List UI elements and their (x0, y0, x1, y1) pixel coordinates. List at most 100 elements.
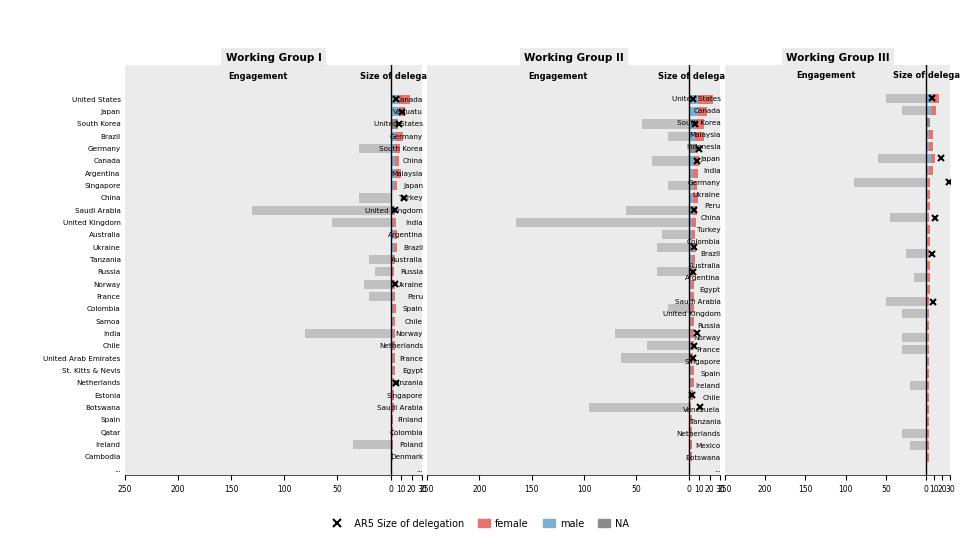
Bar (910, 381, 926, 390)
Bar (688, 132, 695, 141)
Bar (927, 238, 930, 246)
Legend:   AR5 Size of delegation, female, male, NA: AR5 Size of delegation, female, male, NA (327, 515, 633, 532)
Bar (692, 218, 696, 227)
Bar (393, 366, 395, 375)
Bar (332, 218, 391, 227)
Bar (690, 292, 694, 301)
Bar (392, 440, 393, 449)
Bar (906, 249, 926, 258)
Bar (692, 230, 695, 240)
Bar (689, 440, 692, 449)
Bar (688, 168, 693, 178)
Bar (886, 297, 926, 306)
Bar (690, 329, 694, 338)
Bar (926, 118, 930, 127)
Bar (902, 106, 926, 115)
Bar (927, 369, 928, 378)
Bar (393, 354, 395, 363)
Bar (902, 309, 926, 318)
Bar (688, 119, 695, 129)
Bar (393, 304, 396, 313)
Bar (391, 428, 392, 437)
Bar (391, 156, 395, 166)
Bar (690, 280, 694, 289)
Bar (689, 403, 691, 412)
Bar (688, 230, 692, 240)
Bar (392, 428, 393, 437)
Bar (927, 285, 930, 294)
Bar (927, 201, 930, 211)
Bar (615, 329, 688, 338)
Bar (688, 304, 690, 313)
Bar (688, 255, 692, 264)
Bar (252, 206, 391, 215)
Bar (690, 390, 693, 400)
Bar (392, 415, 393, 424)
Bar (668, 304, 688, 313)
Bar (393, 292, 395, 301)
Bar (926, 178, 927, 186)
Bar (890, 213, 926, 222)
Bar (391, 168, 395, 178)
Title: Working Group II: Working Group II (524, 52, 623, 63)
Bar (688, 144, 692, 153)
Bar (690, 267, 694, 276)
Bar (926, 309, 927, 318)
Bar (688, 403, 689, 412)
Bar (927, 190, 930, 199)
Bar (688, 452, 689, 461)
Text: Size of delegation: Size of delegation (659, 72, 744, 81)
Bar (690, 378, 694, 387)
Text: Size of delegation: Size of delegation (893, 71, 960, 80)
Bar (658, 242, 688, 252)
Bar (926, 225, 927, 234)
Bar (926, 141, 929, 151)
Bar (688, 366, 690, 375)
Bar (391, 354, 393, 363)
Bar (929, 141, 933, 151)
Bar (394, 242, 396, 252)
Bar (391, 304, 393, 313)
Bar (395, 168, 401, 178)
Bar (926, 345, 927, 354)
Bar (688, 390, 690, 400)
Bar (516, 218, 688, 227)
Bar (393, 341, 395, 350)
Bar (391, 366, 393, 375)
Text: Size of delegation: Size of delegation (360, 72, 446, 81)
Bar (926, 94, 932, 103)
Bar (689, 354, 693, 363)
Bar (853, 178, 926, 186)
Bar (926, 106, 931, 115)
Bar (359, 144, 391, 153)
Bar (641, 119, 688, 129)
Bar (391, 144, 395, 153)
Bar (688, 181, 693, 190)
Bar (393, 218, 396, 227)
Bar (927, 225, 930, 234)
Bar (877, 154, 926, 163)
Bar (668, 132, 688, 141)
Bar (926, 249, 927, 258)
Bar (391, 181, 394, 190)
Bar (688, 193, 693, 202)
Bar (928, 118, 930, 127)
Bar (392, 390, 394, 400)
Bar (886, 94, 926, 103)
Text: Engagement: Engagement (796, 71, 855, 80)
Bar (690, 304, 694, 313)
Bar (688, 329, 690, 338)
Bar (926, 213, 927, 222)
Bar (698, 107, 708, 116)
Bar (400, 107, 405, 116)
Bar (689, 428, 692, 437)
Bar (688, 440, 689, 449)
Bar (931, 106, 936, 115)
Bar (926, 190, 927, 199)
Bar (391, 242, 394, 252)
Bar (391, 390, 392, 400)
Text: Engagement: Engagement (228, 72, 287, 81)
Bar (693, 206, 697, 215)
Title: Working Group I: Working Group I (226, 52, 322, 63)
Bar (690, 341, 694, 350)
